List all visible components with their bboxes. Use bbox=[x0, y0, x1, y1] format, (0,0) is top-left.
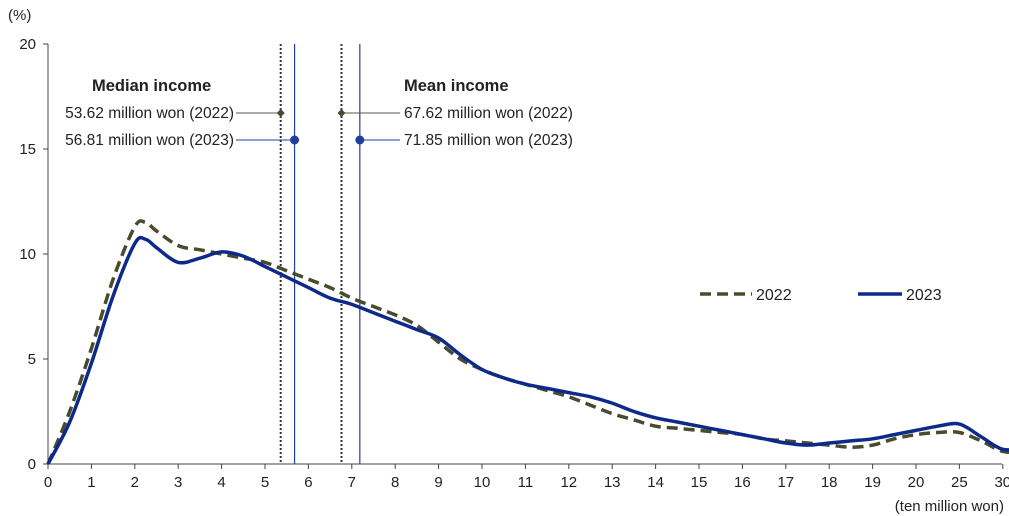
marker-mean-2023 bbox=[355, 135, 365, 145]
x-tick-label: 19 bbox=[864, 474, 881, 491]
x-tick-label: 4 bbox=[217, 474, 225, 491]
x-tick-label: 3 bbox=[174, 474, 182, 491]
y-tick-label: 20 bbox=[19, 36, 36, 53]
x-tick-label: 8 bbox=[391, 474, 399, 491]
x-tick-label: 20 bbox=[908, 474, 925, 491]
x-tick-label: 17 bbox=[777, 474, 794, 491]
reference-lines bbox=[279, 44, 361, 464]
legend-label-2023: 2023 bbox=[906, 287, 942, 304]
x-tick-label: 18 bbox=[821, 474, 838, 491]
x-tick-label: 1 bbox=[87, 474, 95, 491]
x-tick-label: 7 bbox=[348, 474, 356, 491]
mean-label-2022: 67.62 million won (2022) bbox=[404, 105, 573, 122]
y-axis-ticks: 0 5 10 15 20 bbox=[19, 36, 48, 473]
x-tick-label: 10 bbox=[474, 474, 491, 491]
mean-income-title: Mean income bbox=[404, 77, 509, 95]
x-tick-label: 12 bbox=[560, 474, 577, 491]
marker-mean-2022 bbox=[337, 109, 346, 117]
y-unit-label: (%) bbox=[8, 7, 31, 24]
x-unit-label: (ten million won) bbox=[895, 498, 1004, 515]
marker-median-2022 bbox=[276, 109, 285, 117]
median-income-title: Median income bbox=[92, 77, 211, 95]
y-tick-label: 5 bbox=[28, 351, 36, 368]
x-tick-label: 13 bbox=[604, 474, 621, 491]
x-tick-label: 15 bbox=[691, 474, 708, 491]
x-tick-label: 14 bbox=[647, 474, 664, 491]
legend-label-2022: 2022 bbox=[756, 287, 792, 304]
series-line-2023 bbox=[46, 235, 1009, 465]
median-label-2023: 56.81 million won (2023) bbox=[65, 132, 234, 149]
x-tick-label: 9 bbox=[434, 474, 442, 491]
x-tick-label: 11 bbox=[518, 474, 534, 491]
x-tick-label: 30 bbox=[994, 474, 1009, 491]
series-line-2022 bbox=[46, 219, 1009, 465]
median-label-2022: 53.62 million won (2022) bbox=[65, 105, 234, 122]
mean-label-2023: 71.85 million won (2023) bbox=[404, 132, 573, 149]
x-axis-ticks: 0 1 2 3 4 5 6 7 8 9 10 11 12 13 14 15 16 17 18 19 20 25 30 bbox=[44, 464, 1009, 491]
marker-median-2023 bbox=[290, 135, 300, 145]
x-tick-label: 5 bbox=[261, 474, 269, 491]
x-tick-label: 25 bbox=[951, 474, 968, 491]
x-tick-label: 16 bbox=[734, 474, 751, 491]
y-tick-label: 10 bbox=[19, 246, 36, 263]
x-tick-label: 0 bbox=[44, 474, 52, 491]
annotations: Median income Mean income 53.62 million wo… bbox=[65, 77, 573, 149]
series-lines bbox=[46, 219, 1009, 465]
x-tick-label: 2 bbox=[131, 474, 139, 491]
legend: 2022 2023 bbox=[700, 287, 942, 304]
y-tick-label: 0 bbox=[28, 456, 36, 473]
y-tick-label: 15 bbox=[19, 141, 36, 158]
x-tick-label: 6 bbox=[304, 474, 312, 491]
